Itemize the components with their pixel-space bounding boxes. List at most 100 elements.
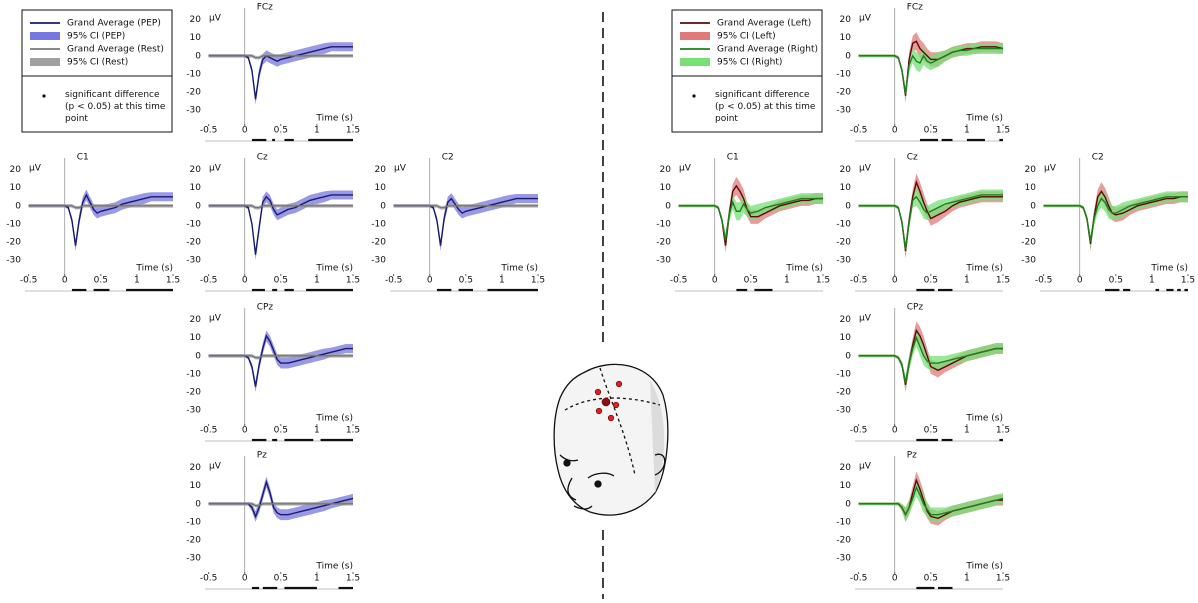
y-tick-label: -30 bbox=[6, 256, 21, 266]
ci-band bbox=[208, 330, 353, 393]
head-illustration bbox=[553, 363, 669, 516]
panel-title: Pz bbox=[257, 451, 267, 461]
x-tick-label: 0.5 bbox=[924, 574, 938, 584]
legend-label: Grand Average (Rest) bbox=[67, 45, 164, 55]
x-tick-label: 0 bbox=[242, 574, 248, 584]
ci-band bbox=[858, 328, 1003, 391]
average-line bbox=[393, 197, 538, 246]
y-tick-label: -30 bbox=[186, 406, 201, 416]
x-tick-label: 0 bbox=[242, 126, 248, 136]
y-tick-label: 20 bbox=[190, 165, 202, 175]
y-tick-label: -30 bbox=[836, 256, 851, 266]
y-tick-label: 20 bbox=[375, 165, 387, 175]
legend-label: Grand Average (Right) bbox=[717, 45, 818, 55]
x-tick-label: 1 bbox=[314, 276, 320, 286]
y-tick-label: 20 bbox=[1025, 165, 1037, 175]
electrode bbox=[615, 380, 623, 388]
x-axis-label: Time (s) bbox=[965, 264, 1003, 274]
panel: CPz μV Time (s) 20 10 0 -10 -20 -30 -0.5 0 0.5 1 1.5 bbox=[186, 303, 360, 442]
y-tick-label: -20 bbox=[6, 238, 21, 248]
x-tick-label: 1 bbox=[314, 574, 320, 584]
x-tick-label: -0.5 bbox=[200, 126, 218, 136]
x-axis-label: Time (s) bbox=[1150, 264, 1188, 274]
x-tick-label: 1 bbox=[314, 426, 320, 436]
average-line bbox=[858, 335, 1003, 384]
average-line bbox=[208, 355, 353, 359]
y-tick-label: 20 bbox=[840, 315, 852, 325]
y-tick-label: -10 bbox=[371, 219, 386, 229]
x-tick-label: 1.5 bbox=[346, 574, 360, 584]
average-line bbox=[208, 46, 353, 100]
average-line bbox=[208, 503, 353, 507]
x-tick-label: -0.5 bbox=[200, 426, 218, 436]
average-line bbox=[208, 55, 353, 59]
x-axis-label: Time (s) bbox=[315, 114, 353, 124]
y-tick-label: -10 bbox=[1021, 219, 1036, 229]
y-tick-label: -20 bbox=[836, 388, 851, 398]
y-tick-label: -20 bbox=[186, 388, 201, 398]
x-tick-label: 1.5 bbox=[346, 276, 360, 286]
average-line bbox=[208, 479, 354, 519]
x-tick-label: 0 bbox=[892, 426, 898, 436]
y-tick-label: -10 bbox=[186, 69, 201, 79]
legend: Grand Average (Left) 95% CI (Left) Grand A… bbox=[671, 9, 823, 133]
electrode bbox=[601, 397, 611, 407]
electrodes bbox=[594, 380, 623, 422]
y-tick-label: -20 bbox=[836, 536, 851, 546]
x-tick-label: 1.5 bbox=[996, 574, 1010, 584]
panel-title: FCz bbox=[907, 3, 923, 13]
x-tick-label: 1.5 bbox=[816, 276, 830, 286]
y-axis-label: μV bbox=[859, 314, 872, 324]
x-tick-label: 0 bbox=[892, 126, 898, 136]
legend-swatch bbox=[30, 32, 60, 40]
panel-title: Cz bbox=[907, 153, 918, 163]
x-tick-label: 1 bbox=[499, 276, 505, 286]
y-tick-label: 0 bbox=[380, 201, 386, 211]
eye bbox=[594, 480, 602, 488]
x-tick-label: 1 bbox=[784, 276, 790, 286]
y-tick-label: 0 bbox=[195, 351, 201, 361]
y-tick-label: 20 bbox=[190, 315, 202, 325]
y-axis-label: μV bbox=[209, 314, 222, 324]
y-tick-label: -10 bbox=[186, 517, 201, 527]
panel-title: C2 bbox=[1092, 153, 1104, 163]
y-tick-label: -20 bbox=[186, 238, 201, 248]
y-tick-label: -30 bbox=[186, 554, 201, 564]
panel: Pz μV Time (s) 20 10 0 -10 -20 -30 -0.5 0 0.5 1 1.5 bbox=[186, 451, 360, 590]
y-tick-label: -20 bbox=[186, 536, 201, 546]
y-tick-label: 0 bbox=[195, 499, 201, 509]
y-tick-label: 10 bbox=[190, 481, 202, 491]
y-tick-label: 0 bbox=[195, 51, 201, 61]
panel: C2 μV Time (s) 20 10 0 -10 -20 -30 -0.5 0 0.5 1 1.5 bbox=[371, 153, 545, 292]
x-axis-label: Time (s) bbox=[785, 264, 823, 274]
y-axis-label: μV bbox=[859, 164, 872, 174]
electrode bbox=[595, 407, 603, 415]
average-line bbox=[858, 194, 1003, 250]
y-tick-label: -30 bbox=[371, 256, 386, 266]
average-line bbox=[1043, 196, 1188, 243]
nose bbox=[567, 477, 577, 501]
x-tick-label: 1.5 bbox=[346, 126, 360, 136]
y-tick-label: 10 bbox=[840, 33, 852, 43]
legend-marker bbox=[692, 94, 696, 98]
y-tick-label: 10 bbox=[375, 183, 387, 193]
x-axis-label: Time (s) bbox=[315, 264, 353, 274]
x-axis-label: Time (s) bbox=[965, 414, 1003, 424]
y-tick-label: 10 bbox=[190, 183, 202, 193]
panel: C2 μV Time (s) 20 10 0 -10 -20 -30 -0.5 0 0.5 1 1.5 bbox=[1021, 153, 1195, 292]
electrode bbox=[612, 401, 620, 409]
x-tick-label: 1.5 bbox=[1181, 276, 1195, 286]
legend-label: 95% CI (Right) bbox=[717, 58, 782, 68]
y-tick-label: -20 bbox=[371, 238, 386, 248]
brow bbox=[587, 472, 615, 479]
panel: CPz μV Time (s) 20 10 0 -10 -20 -30 -0.5 0 0.5 1 1.5 bbox=[836, 303, 1010, 442]
electrode-line bbox=[599, 367, 636, 476]
ci-band bbox=[1043, 189, 1188, 250]
y-axis-label: μV bbox=[679, 164, 692, 174]
y-tick-label: -10 bbox=[656, 219, 671, 229]
y-tick-label: -30 bbox=[186, 106, 201, 116]
x-tick-label: 0 bbox=[242, 426, 248, 436]
ear bbox=[654, 453, 666, 476]
